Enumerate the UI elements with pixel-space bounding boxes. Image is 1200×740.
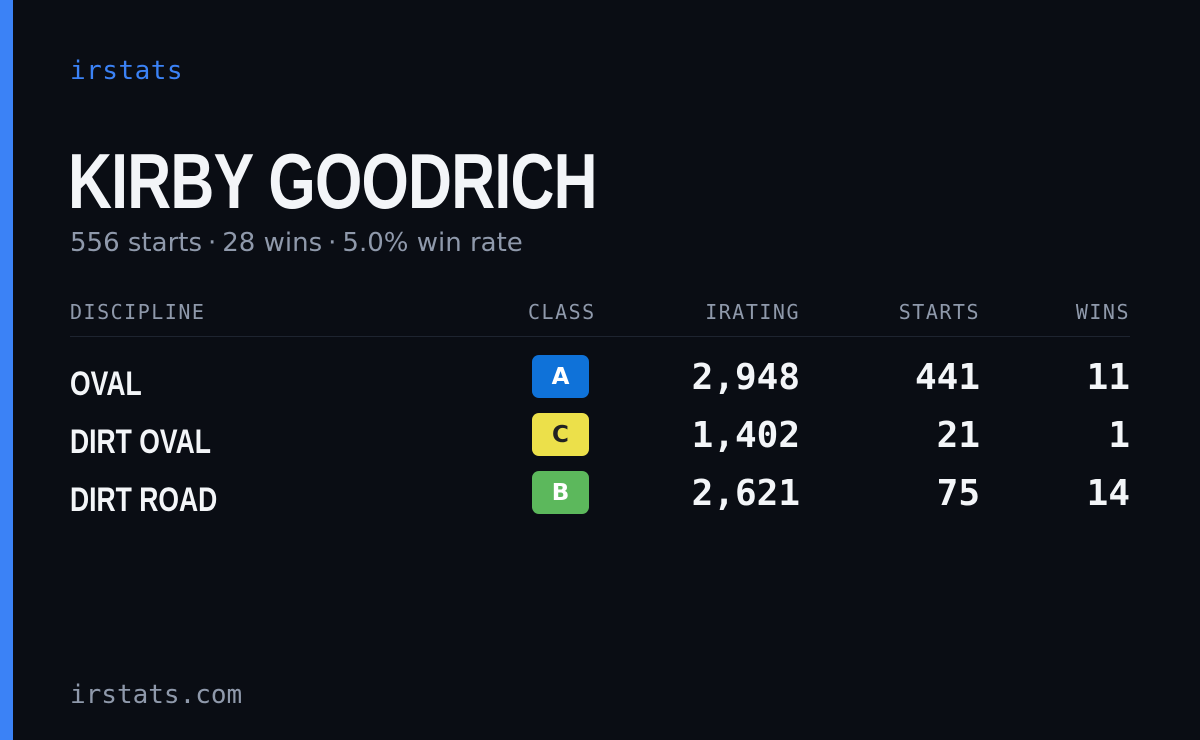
table-row: DIRT OVAL C 1,402 21 1 (70, 395, 1130, 461)
discipline-name: DIRT OVAL (70, 423, 211, 461)
header-class: CLASS (528, 300, 596, 324)
header-irating: IRATING (705, 300, 800, 324)
summary-separator: · (208, 228, 217, 258)
irating-value: 2,948 (691, 357, 800, 398)
summary-separator: · (328, 228, 337, 258)
wins-value: 1 (1108, 415, 1130, 456)
header-discipline: DISCIPLINE (70, 300, 206, 324)
class-badge: A (532, 355, 589, 398)
wins-value: 11 (1086, 357, 1130, 398)
class-badge: C (532, 413, 589, 456)
starts-value: 75 (936, 473, 980, 514)
summary-starts: 556 starts (70, 228, 202, 258)
stats-table: DISCIPLINE CLASS IRATING STARTS WINS OVA… (70, 296, 1130, 519)
table-row: OVAL A 2,948 441 11 (70, 337, 1130, 403)
irating-value: 2,621 (691, 473, 800, 514)
irating-value: 1,402 (691, 415, 800, 456)
summary-win-rate: 5.0% win rate (342, 228, 523, 258)
starts-value: 21 (936, 415, 980, 456)
brand-logo-text: irstats (70, 56, 184, 86)
wins-value: 14 (1086, 473, 1130, 514)
discipline-name: OVAL (70, 365, 142, 403)
header-starts: STARTS (898, 300, 980, 324)
accent-bar (0, 0, 13, 740)
summary-wins: 28 wins (222, 228, 323, 258)
header-wins: WINS (1075, 300, 1130, 324)
discipline-name: DIRT ROAD (70, 481, 218, 519)
table-header: DISCIPLINE CLASS IRATING STARTS WINS (70, 296, 1130, 337)
footer-url: irstats.com (70, 680, 243, 710)
driver-name: KIRBY GOODRICH (68, 137, 598, 225)
table-row: DIRT ROAD B 2,621 75 14 (70, 453, 1130, 519)
driver-summary: 556 starts · 28 wins · 5.0% win rate (70, 228, 523, 258)
starts-value: 441 (914, 357, 980, 398)
class-badge: B (532, 471, 589, 514)
